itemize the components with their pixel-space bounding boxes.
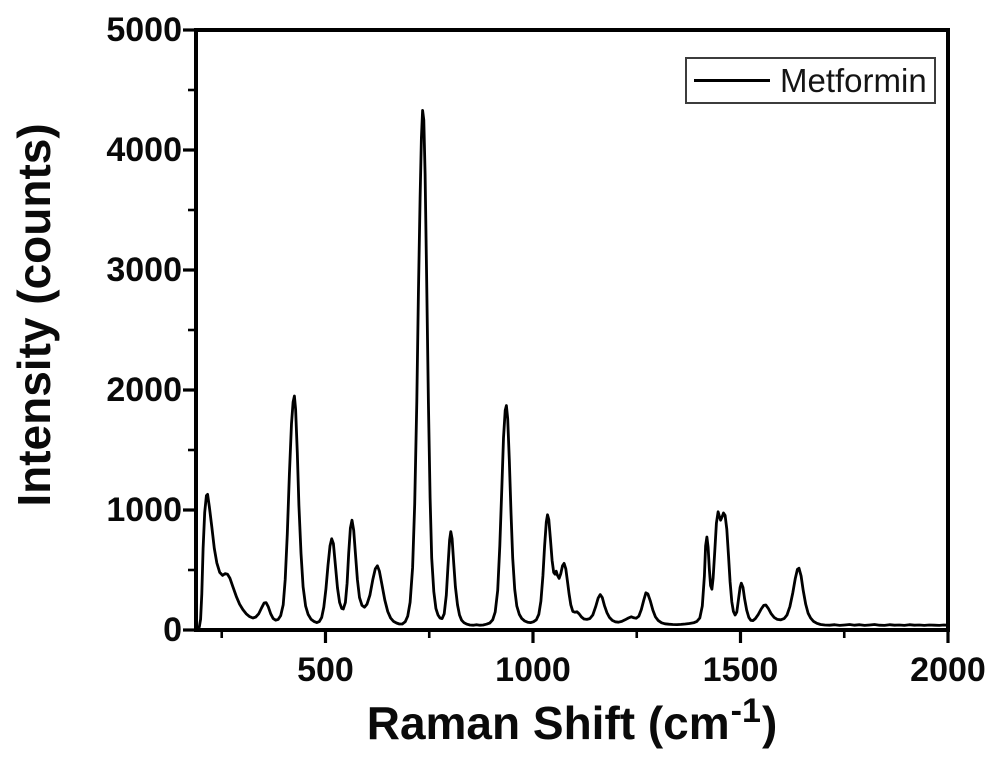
legend-line-sample	[694, 79, 770, 82]
x-tick-label-1000: 1000	[495, 651, 571, 689]
x-tick-label-500: 500	[297, 651, 354, 689]
y-tick-label-3000: 3000	[106, 251, 182, 289]
legend: Metformin	[685, 57, 936, 104]
spectrum-line	[195, 109, 950, 631]
y-tick-label-2000: 2000	[106, 371, 182, 409]
x-axis-title-suffix: )	[761, 697, 778, 749]
y-tick-label-1000: 1000	[106, 491, 182, 529]
x-tick-label-2000: 2000	[910, 651, 986, 689]
y-axis-title: Intensity (counts)	[7, 123, 61, 506]
y-tick-label-5000: 5000	[106, 11, 182, 49]
legend-label: Metformin	[780, 62, 927, 99]
x-axis-title-text: Raman Shift (cm	[366, 697, 730, 749]
x-tick-label-1500: 1500	[702, 651, 779, 689]
y-axis-title-text: Intensity (counts)	[8, 123, 60, 507]
plot-frame	[194, 28, 950, 632]
y-tick-label-4000: 4000	[106, 131, 182, 169]
x-axis-title: Raman Shift (cm-1)	[196, 692, 948, 750]
y-tick-label-0: 0	[163, 611, 182, 649]
x-axis-title-superscript: -1	[730, 691, 761, 730]
